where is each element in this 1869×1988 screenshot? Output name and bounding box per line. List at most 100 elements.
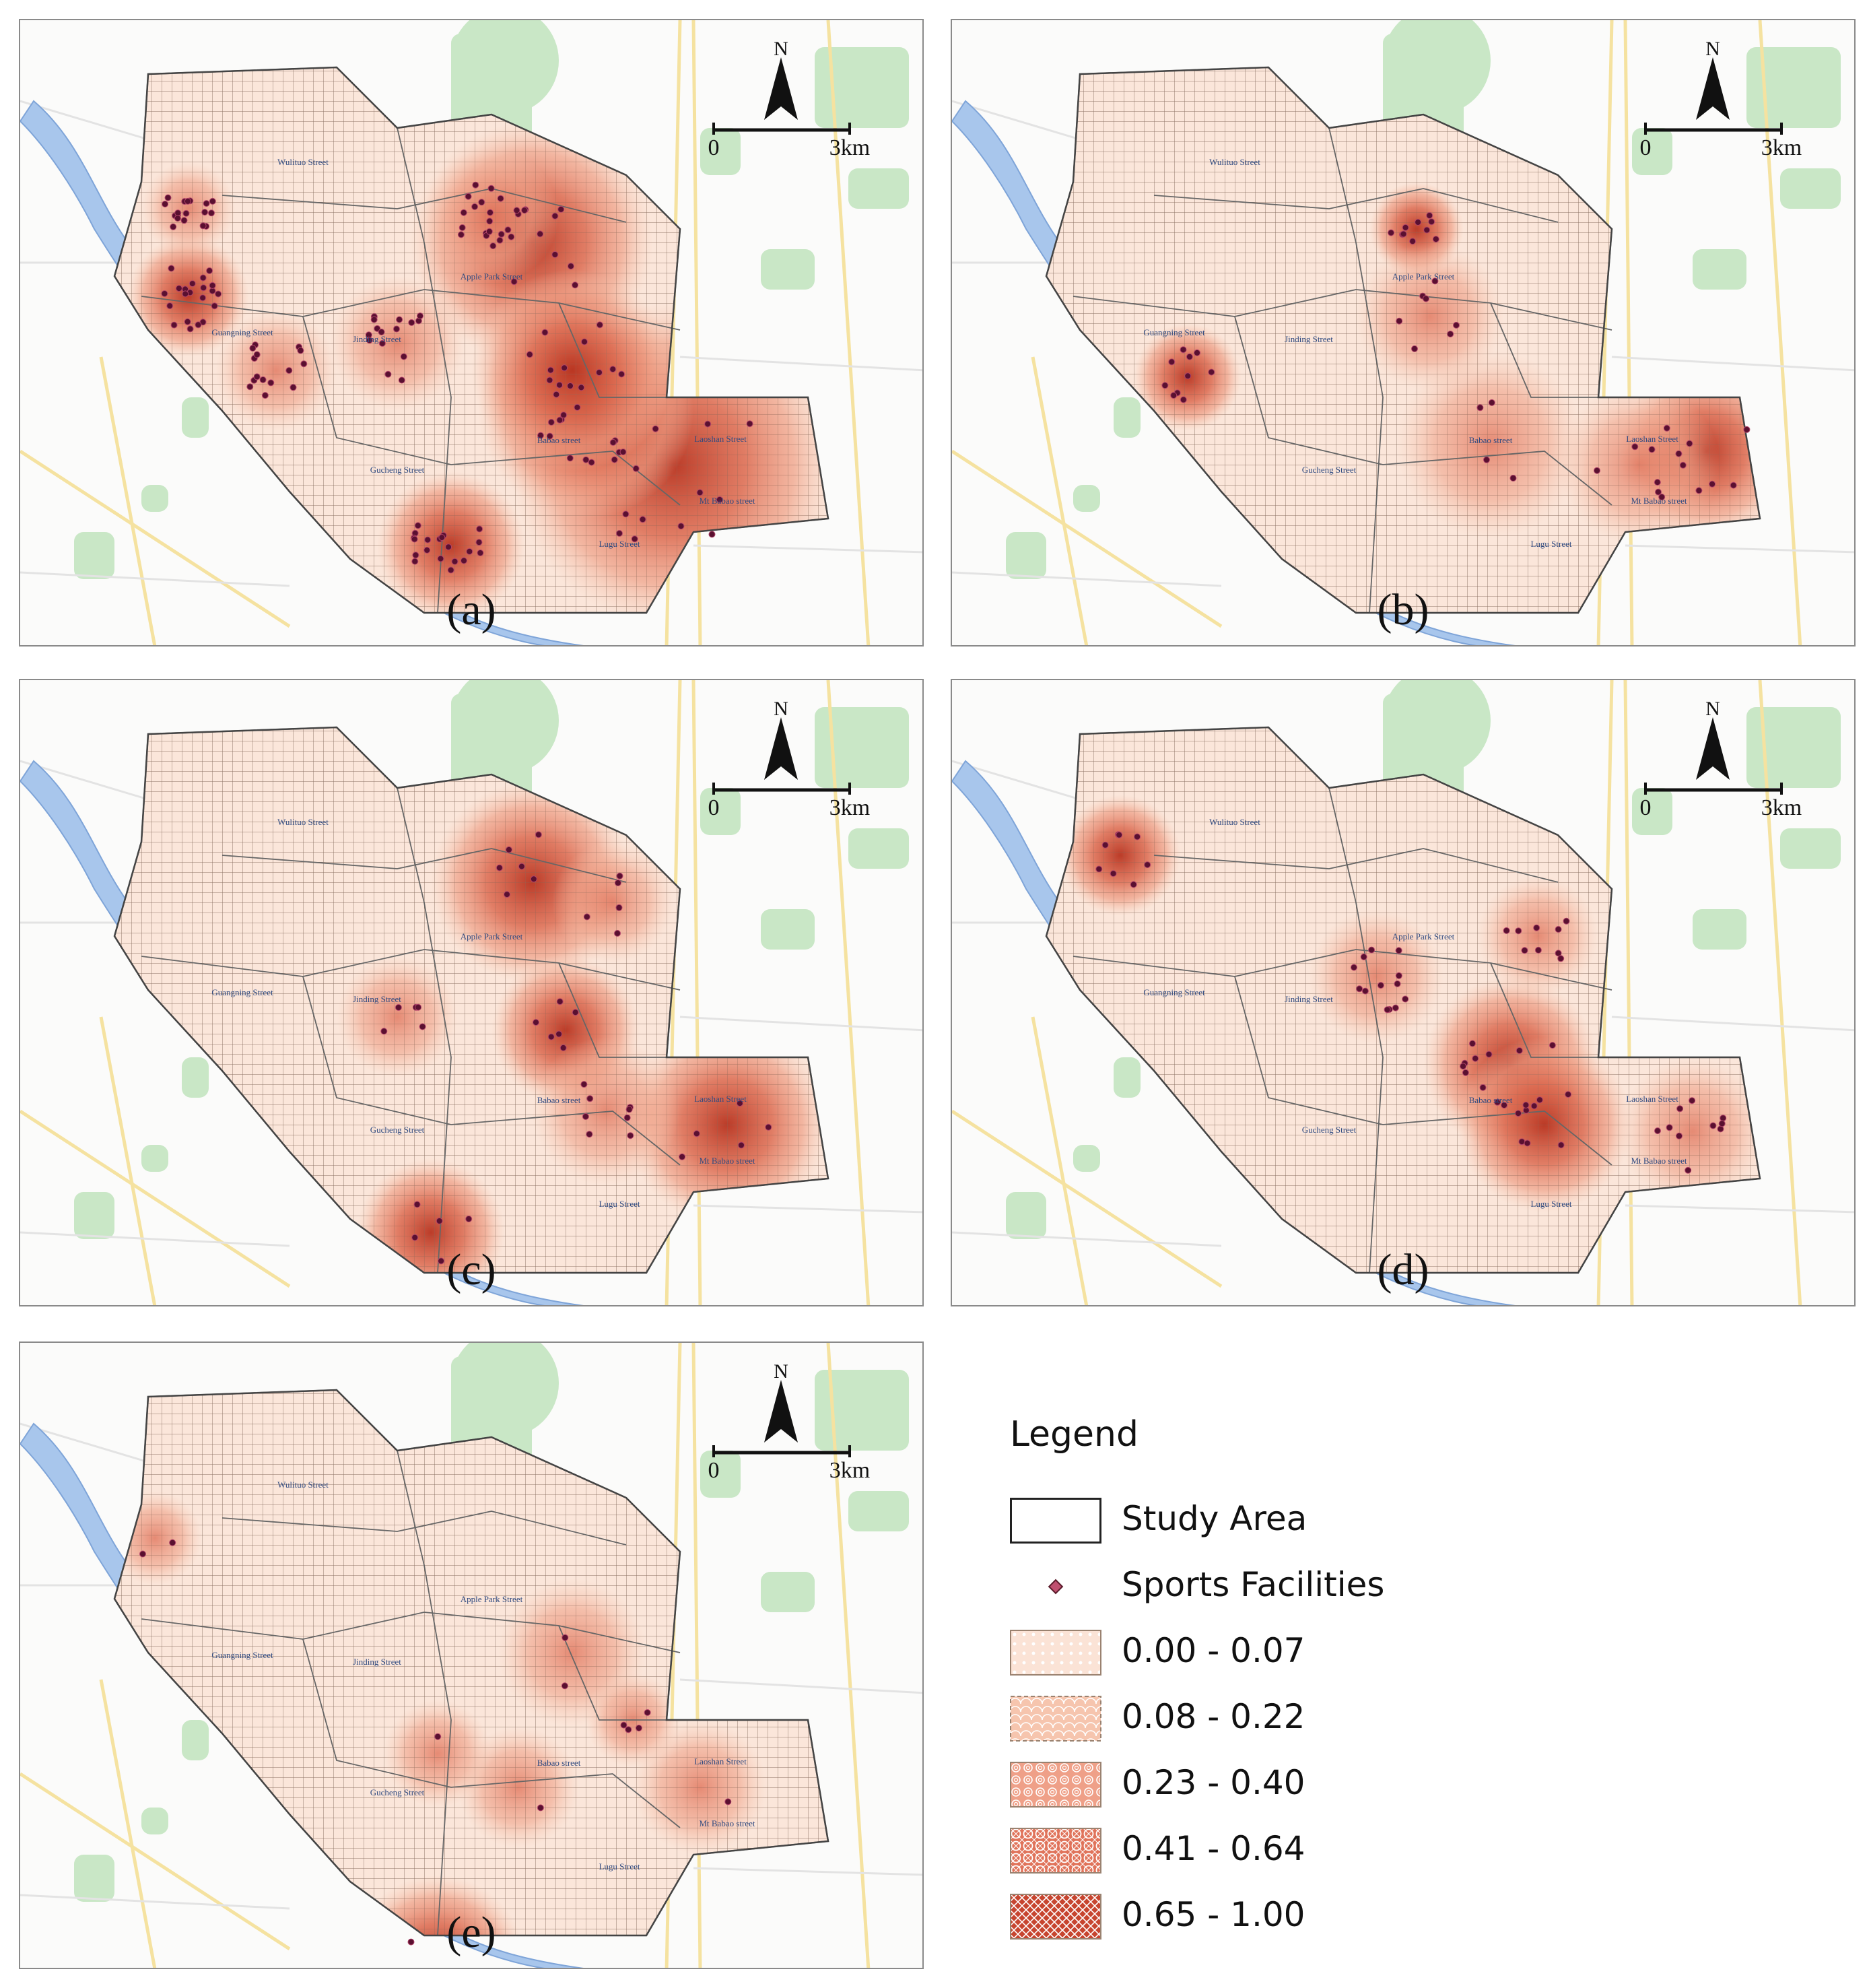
sports-facility-point [267, 379, 275, 387]
road [1031, 356, 1089, 645]
sports-facility-point [1428, 218, 1435, 226]
road [20, 1772, 291, 1951]
sports-facility-point [1392, 1004, 1399, 1012]
sports-facility-point [1709, 1122, 1717, 1129]
sports-facility-point [1184, 372, 1192, 380]
sports-facility-point [1743, 426, 1751, 433]
road [99, 1679, 157, 1968]
park-area [848, 828, 909, 869]
sports-facility-point [582, 456, 590, 463]
sports-facility-point [438, 1257, 445, 1265]
sports-facility-point [417, 312, 423, 320]
road [20, 1894, 290, 1910]
sports-facility-point [1409, 238, 1417, 245]
park-area [1114, 397, 1141, 438]
sports-facility-point [551, 212, 559, 220]
sports-facility-point [458, 224, 466, 231]
legend-label: 0.41 - 0.64 [1122, 1829, 1305, 1868]
sports-facility-point [541, 329, 549, 336]
sports-facility-point [556, 416, 564, 424]
park-area [761, 909, 815, 950]
sports-facility-point [1648, 446, 1656, 453]
sports-facility-point [384, 370, 392, 378]
sports-facility-point [1695, 487, 1703, 494]
legend-label: Sports Facilities [1122, 1565, 1385, 1604]
subdistrict-boundary [558, 302, 667, 398]
park-area [761, 249, 815, 290]
sports-facility-point [572, 1009, 579, 1016]
legend-title: Legend [1010, 1414, 1139, 1455]
sports-facility-point [1208, 368, 1215, 376]
sports-facility-point [609, 439, 617, 446]
sports-facility-point [518, 863, 525, 870]
sports-facility-point [253, 351, 261, 358]
sports-facility-point [1447, 331, 1454, 337]
sports-facility-point [530, 875, 537, 883]
sports-facility-point [1654, 479, 1661, 486]
sports-facility-point [1423, 226, 1431, 234]
road [679, 356, 922, 372]
scale-start-label: 0 [708, 795, 720, 820]
street-label: Babao street [537, 1758, 581, 1768]
sports-facility-point [180, 217, 188, 224]
park-area [1006, 1192, 1046, 1239]
legend-item-class-2: 0.08 - 0.22 [1010, 1692, 1535, 1746]
sports-facility-point [553, 391, 560, 398]
sports-facility-point [1485, 1051, 1493, 1058]
street-label: Laoshan Street [694, 434, 747, 444]
sports-facility-point [1494, 1098, 1501, 1106]
sports-facility-point [611, 456, 618, 463]
sports-facility-point [209, 281, 216, 289]
sports-facility-point [175, 285, 182, 292]
sports-facility-point [398, 376, 405, 384]
svg-text:N: N [1705, 698, 1720, 720]
road [826, 1343, 871, 1968]
subdistrict-boundary [558, 1625, 667, 1721]
park-area [451, 20, 559, 114]
sports-facility-point [679, 1153, 686, 1160]
sports-facility-point [168, 265, 175, 272]
sports-facility-point [471, 203, 479, 210]
sports-facility-point [736, 1100, 743, 1107]
panel-label: (d) [1377, 1245, 1429, 1294]
sports-facility-point [1515, 1110, 1522, 1117]
subdistrict-boundary [397, 1450, 452, 1936]
north-arrow-icon: N [764, 38, 798, 120]
road [99, 356, 157, 645]
park-area [1780, 828, 1841, 869]
sports-facility-point [199, 222, 207, 230]
sports-facility-point [162, 201, 169, 207]
park-area [141, 1145, 168, 1172]
class-3-swatch [1010, 1762, 1101, 1808]
sports-facility-point [1666, 1124, 1673, 1131]
sports-facility-point [625, 1106, 633, 1113]
sports-facility-point [578, 384, 585, 391]
road [691, 1343, 702, 1968]
park-area [848, 1491, 909, 1531]
map-panel-a: Wulituo Street Apple Park Street Guangning… [19, 19, 924, 647]
park-area [451, 1343, 559, 1437]
scale-bar: 0 3km [1640, 123, 1802, 160]
map-panel-e: Wulituo Street Apple Park Street Guangning… [19, 1341, 924, 1969]
sports-facility-point [738, 1141, 745, 1149]
sports-facility-point [609, 366, 617, 373]
park-area [1693, 909, 1746, 950]
sports-facility-point [477, 550, 484, 556]
subdistrict-boundary [302, 1638, 681, 1828]
sports-facility-point [1095, 865, 1103, 873]
street-label: Lugu Street [599, 1861, 640, 1871]
sports-facility-point [1483, 456, 1490, 463]
park-area [700, 788, 741, 835]
sports-facility-point [677, 523, 685, 530]
sports-facility-point [614, 929, 621, 937]
legend-label: Study Area [1122, 1499, 1307, 1538]
sports-facility-point [297, 347, 304, 354]
road [1031, 1016, 1089, 1305]
sports-facility-point [199, 274, 207, 281]
sports-facility-point [413, 1201, 421, 1208]
sports-facility-point [259, 376, 267, 383]
sports-facility-point [724, 1798, 732, 1805]
sports-facility-point [211, 302, 218, 310]
sports-facility-point [1426, 212, 1433, 219]
sports-facility-point [1396, 317, 1403, 325]
